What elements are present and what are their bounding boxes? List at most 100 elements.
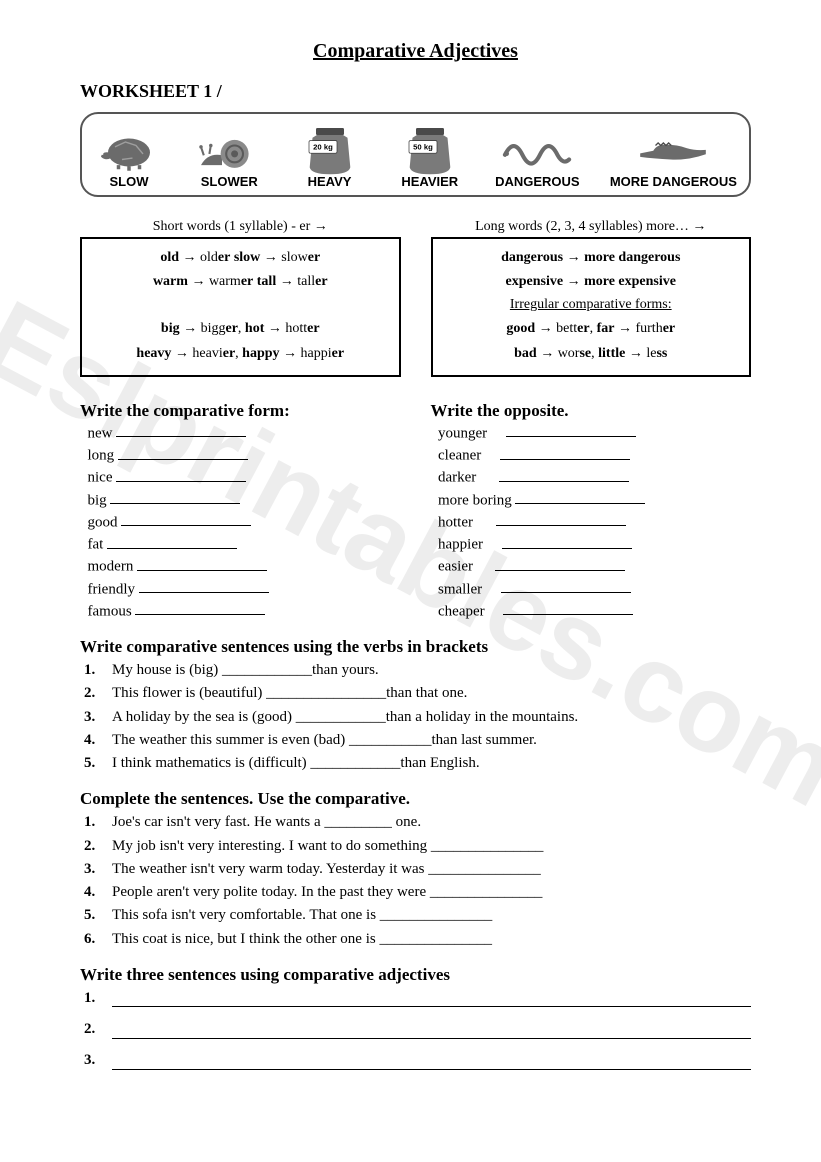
illustration-item: DANGEROUS bbox=[495, 124, 580, 189]
svg-text:50 kg: 50 kg bbox=[413, 143, 433, 152]
answer-blank[interactable] bbox=[501, 579, 631, 594]
answer-blank[interactable] bbox=[515, 490, 645, 505]
rule-short-words: Short words (1 syllable) - er → old → ol… bbox=[80, 217, 401, 377]
illustration-item: 50 kg HEAVIER bbox=[395, 124, 465, 189]
rule-heading: Short words (1 syllable) - er → bbox=[80, 217, 401, 235]
list-item: younger bbox=[431, 423, 752, 445]
item-text: My job isn't very interesting. I want to… bbox=[112, 835, 543, 858]
answer-blank[interactable] bbox=[121, 512, 251, 527]
item-text: The weather this summer is even (bad) __… bbox=[112, 729, 537, 752]
rule-line: big → bigger, hot → hotter bbox=[94, 316, 387, 340]
item-number: 1. bbox=[84, 811, 102, 834]
illustration-item: MORE DANGEROUS bbox=[610, 124, 737, 189]
rule-box-right: dangerous → more dangerousexpensive → mo… bbox=[431, 237, 752, 377]
answer-blank[interactable] bbox=[116, 423, 246, 438]
worksheet-page: Eslprintables.com Comparative Adjectives… bbox=[0, 0, 821, 1121]
item-number: 6. bbox=[84, 928, 102, 951]
item-number: 4. bbox=[84, 729, 102, 752]
list-item: 6. This coat is nice, but I think the oth… bbox=[84, 928, 751, 951]
list-item: 2.My job isn't very interesting. I want … bbox=[84, 835, 751, 858]
rules-row: Short words (1 syllable) - er → old → ol… bbox=[80, 217, 751, 377]
illustration-item: 20 kg HEAVY bbox=[295, 124, 365, 189]
answer-blank[interactable] bbox=[503, 601, 633, 616]
list-item: 3.The weather isn't very warm today. Yes… bbox=[84, 858, 751, 881]
section-heading: Write comparative sentences using the ve… bbox=[80, 637, 751, 657]
answer-blank[interactable] bbox=[502, 534, 632, 549]
illustration-label: HEAVY bbox=[308, 174, 352, 189]
write-sentences-list: 1. 2. 3. bbox=[80, 987, 751, 1073]
exercise-comparative-opposite: Write the comparative form: new long nic… bbox=[80, 395, 751, 623]
answer-blank[interactable] bbox=[506, 423, 636, 438]
answer-blank[interactable] bbox=[112, 1024, 751, 1039]
list-item: fat bbox=[80, 534, 401, 556]
bag-icon: 20 kg bbox=[295, 124, 365, 174]
answer-blank[interactable] bbox=[110, 490, 240, 505]
list-item: new bbox=[80, 423, 401, 445]
list-item: smaller bbox=[431, 579, 752, 601]
list-item: 1. Joe's car isn't very fast. He wants a … bbox=[84, 811, 751, 834]
illustration-label: HEAVIER bbox=[401, 174, 458, 189]
arrow-icon: → bbox=[692, 217, 706, 233]
list-item: 5.This sofa isn't very comfortable. That… bbox=[84, 904, 751, 927]
item-text: This sofa isn't very comfortable. That o… bbox=[112, 904, 492, 927]
item-text: Joe's car isn't very fast. He wants a __… bbox=[112, 811, 421, 834]
list-item: 3. A holiday by the sea is (good) _______… bbox=[84, 706, 751, 729]
item-number: 1. bbox=[84, 659, 102, 682]
rule-heading: Long words (2, 3, 4 syllables) more… → bbox=[431, 217, 752, 235]
item-text: People aren't very polite today. In the … bbox=[112, 881, 542, 904]
list-item: 4.People aren't very polite today. In th… bbox=[84, 881, 751, 904]
rule-long-words: Long words (2, 3, 4 syllables) more… → d… bbox=[431, 217, 752, 377]
answer-blank[interactable] bbox=[496, 512, 626, 527]
sentences-brackets-list: 1. My house is (big) ____________than you… bbox=[80, 659, 751, 775]
illustration-panel: SLOW SLOWER 20 kg HEAVY 50 kg HEAVIER bbox=[80, 112, 751, 197]
list-item: famous bbox=[80, 601, 401, 623]
item-text: A holiday by the sea is (good) _________… bbox=[112, 706, 578, 729]
snail-icon bbox=[194, 124, 264, 174]
answer-blank[interactable] bbox=[500, 445, 630, 460]
list-item: 4. The weather this summer is even (bad) … bbox=[84, 729, 751, 752]
rule-heading-text: Long words (2, 3, 4 syllables) more… bbox=[475, 219, 689, 234]
snake-icon bbox=[502, 124, 572, 174]
page-title: Comparative Adjectives bbox=[80, 40, 751, 63]
crocodile-icon bbox=[638, 124, 708, 174]
section-heading: Write the opposite. bbox=[431, 401, 752, 421]
rule-line: bad → worse, little → less bbox=[445, 341, 738, 365]
list-item: big bbox=[80, 490, 401, 512]
answer-blank[interactable] bbox=[135, 601, 265, 616]
rule-box-left: old → older slow → slowerwarm → warmer t… bbox=[80, 237, 401, 377]
list-item: 3. bbox=[84, 1049, 751, 1072]
answer-blank[interactable] bbox=[116, 467, 246, 482]
answer-blank[interactable] bbox=[107, 534, 237, 549]
list-item: 5.I think mathematics is (difficult) ___… bbox=[84, 752, 751, 775]
answer-blank[interactable] bbox=[139, 579, 269, 594]
item-text: My house is (big) ____________than yours… bbox=[112, 659, 379, 682]
item-number: 2. bbox=[84, 682, 102, 705]
svg-text:20 kg: 20 kg bbox=[313, 143, 333, 152]
list-item: good bbox=[80, 512, 401, 534]
rule-line: heavy → heavier, happy → happier bbox=[94, 341, 387, 365]
answer-blank[interactable] bbox=[118, 445, 248, 460]
item-text: I think mathematics is (difficult) _____… bbox=[112, 752, 480, 775]
list-item: 2. bbox=[84, 1018, 751, 1041]
answer-blank[interactable] bbox=[495, 556, 625, 571]
turtle-icon bbox=[94, 124, 164, 174]
item-number: 2. bbox=[84, 1018, 102, 1041]
answer-blank[interactable] bbox=[112, 993, 751, 1008]
rule-line: Irregular comparative forms: bbox=[445, 294, 738, 316]
section-heading: Write three sentences using comparative … bbox=[80, 965, 751, 985]
worksheet-label: WORKSHEET 1 / bbox=[80, 81, 751, 102]
item-number: 1. bbox=[84, 987, 102, 1010]
list-item: nice bbox=[80, 467, 401, 489]
answer-blank[interactable] bbox=[137, 556, 267, 571]
answer-blank[interactable] bbox=[112, 1055, 751, 1070]
illustration-item: SLOWER bbox=[194, 124, 264, 189]
list-item: friendly bbox=[80, 579, 401, 601]
item-number: 3. bbox=[84, 706, 102, 729]
answer-blank[interactable] bbox=[499, 467, 629, 482]
list-item: more boring bbox=[431, 490, 752, 512]
item-text: This coat is nice, but I think the other… bbox=[112, 928, 492, 951]
list-item: cheaper bbox=[431, 601, 752, 623]
rule-line bbox=[94, 294, 387, 316]
list-item: 1. bbox=[84, 987, 751, 1010]
list-item: 1. My house is (big) ____________than you… bbox=[84, 659, 751, 682]
